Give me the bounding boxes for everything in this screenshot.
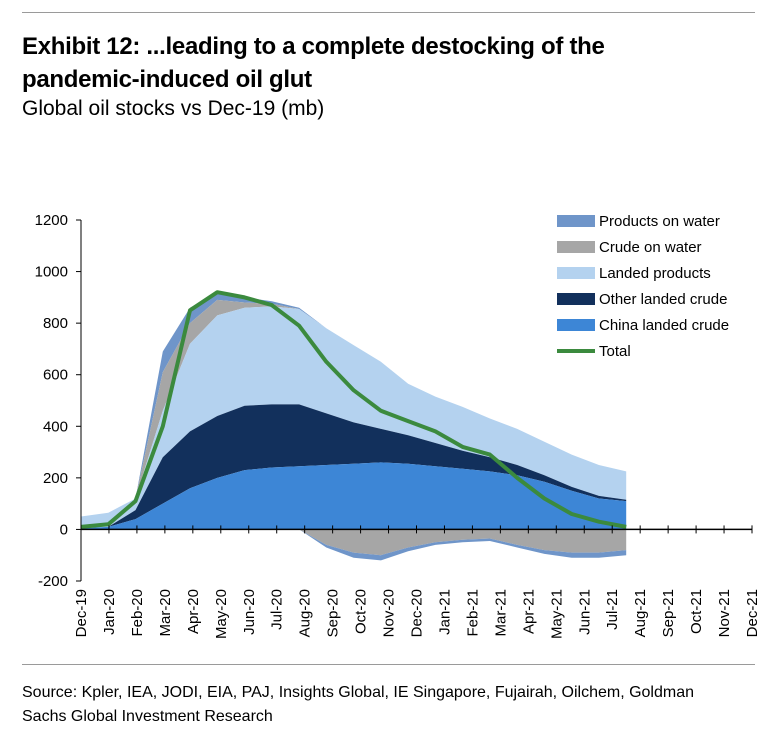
area-other-landed-crude <box>81 404 627 529</box>
chart-subtitle: Global oil stocks vs Dec-19 (mb) <box>22 97 325 120</box>
y-tick-label: -200 <box>38 573 68 590</box>
x-tick-label: Dec-21 <box>744 589 761 637</box>
x-tick-label: Dec-20 <box>409 589 426 637</box>
x-tick-label: Jun-21 <box>576 589 593 635</box>
area-landed-products <box>81 306 627 529</box>
x-tick-label: Jan-20 <box>101 589 118 635</box>
x-tick-label: Apr-21 <box>520 589 537 634</box>
x-tick-label: Nov-20 <box>381 589 398 637</box>
x-tick-label: Aug-21 <box>632 589 649 637</box>
legend-swatch <box>557 319 595 331</box>
line-total <box>80 290 627 529</box>
area-products-on-water-negative <box>81 529 627 561</box>
x-tick-label: Feb-21 <box>464 589 481 637</box>
legend-swatch <box>557 293 595 305</box>
x-tick-label: Nov-21 <box>716 589 733 637</box>
legend-label: Landed products <box>599 265 711 282</box>
area-crude-on-water-negative <box>81 529 627 556</box>
x-tick-label: Feb-20 <box>129 589 146 637</box>
x-tick-label: May-21 <box>548 589 565 639</box>
x-tick-label: Jul-20 <box>269 589 286 630</box>
x-tick-label: Dec-19 <box>73 589 90 637</box>
y-tick-label: 600 <box>43 367 68 384</box>
legend-label: Other landed crude <box>599 291 727 308</box>
legend-label: Total <box>599 343 631 360</box>
y-tick-label: 400 <box>43 418 68 435</box>
x-tick-label: Apr-20 <box>185 589 202 634</box>
x-tick-label: May-20 <box>213 589 230 639</box>
title-line-2: pandemic-induced oil glut <box>22 66 312 93</box>
chart-title: Exhibit 12: ...leading to a complete des… <box>22 30 742 96</box>
source-note: Source: Kpler, IEA, JODI, EIA, PAJ, Insi… <box>22 681 762 729</box>
y-tick-label: 0 <box>60 521 68 538</box>
legend-label: Products on water <box>599 213 720 230</box>
x-tick-label: Jul-21 <box>604 589 621 630</box>
source-line-2: Sachs Global Investment Research <box>22 708 273 725</box>
y-tick-label: 200 <box>43 470 68 487</box>
top-rule <box>22 12 755 13</box>
x-tick-label: Jan-21 <box>436 589 453 635</box>
x-tick-label: Sep-20 <box>325 589 342 637</box>
legend-swatch <box>557 241 595 253</box>
legend: Products on water Crude on water Landed pr… <box>557 213 729 360</box>
area-china-landed-crude <box>81 462 627 530</box>
legend-swatch <box>557 267 595 279</box>
legend-label: Crude on water <box>599 239 702 256</box>
title-line-1: Exhibit 12: ...leading to a complete des… <box>22 33 605 60</box>
x-tick-label: Mar-20 <box>157 589 174 637</box>
x-tick-label: Oct-21 <box>688 589 705 634</box>
plot-area: -200 0 200 400 600 800 1000 1200 Dec-19 Jan-20 Feb… <box>35 212 761 639</box>
source-line-1: Source: Kpler, IEA, JODI, EIA, PAJ, Insi… <box>22 684 694 701</box>
x-tick-label: Mar-21 <box>492 589 509 637</box>
y-tick-label: 1000 <box>35 264 68 281</box>
y-tick-label: 1200 <box>35 212 68 229</box>
legend-label: China landed crude <box>599 317 729 334</box>
x-tick-label: Sep-21 <box>660 589 677 637</box>
bottom-rule <box>22 664 755 665</box>
x-tick-label: Aug-20 <box>297 589 314 637</box>
x-tick-label: Oct-20 <box>353 589 370 634</box>
x-tick-label: Jun-20 <box>241 589 258 635</box>
y-tick-label: 800 <box>43 315 68 332</box>
legend-swatch <box>557 215 595 227</box>
